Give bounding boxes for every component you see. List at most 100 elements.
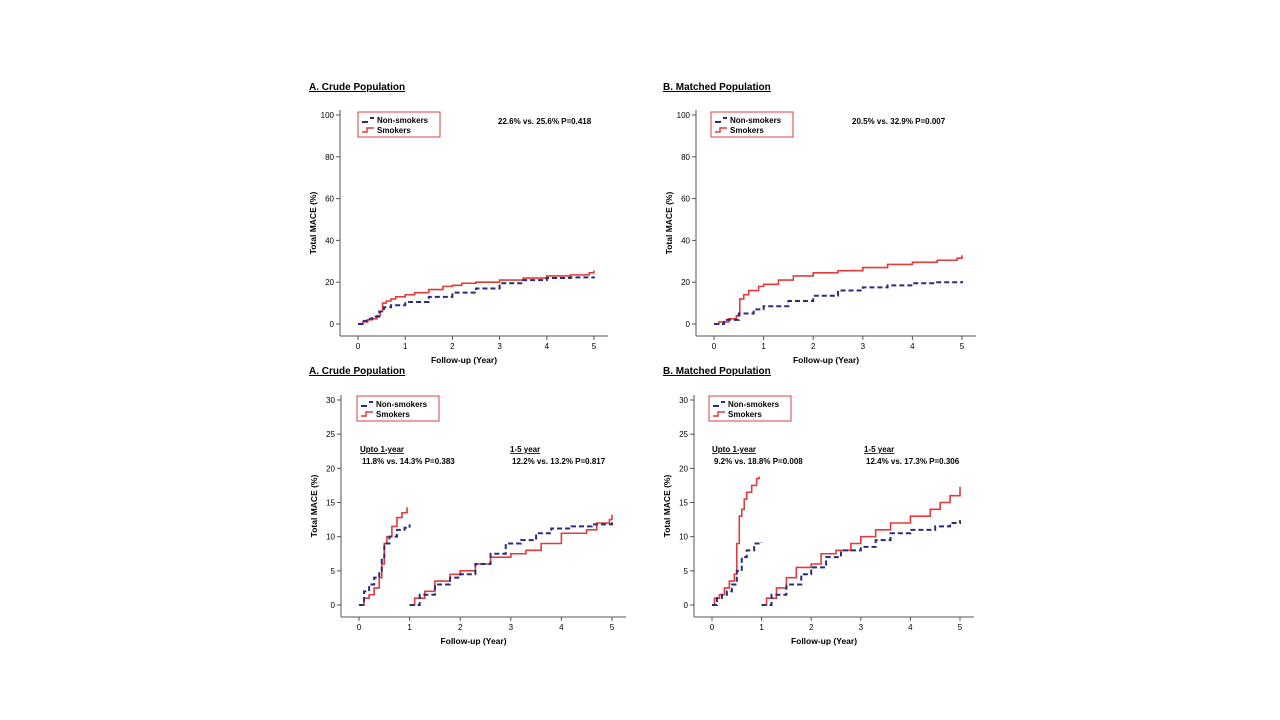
smokers-series-line: [761, 486, 961, 606]
x-tick-label: 4: [910, 342, 915, 351]
y-tick-label: 15: [679, 499, 688, 508]
non-smokers-series-line: [714, 281, 963, 325]
x-tick-label: 1: [761, 342, 766, 351]
x-tick-label: 2: [450, 342, 455, 351]
x-tick-label: 2: [811, 342, 816, 351]
stat-heading: Upto 1-year: [712, 445, 756, 454]
x-axis-label: Follow-up (Year): [440, 636, 506, 646]
smokers-series-line: [712, 476, 760, 606]
stat-annotation: 11.8% vs. 14.3% P=0.383: [362, 457, 455, 466]
stat-annotation: 12.2% vs. 13.2% P=0.817: [512, 457, 606, 466]
y-tick-label: 30: [326, 396, 335, 405]
y-tick-label: 80: [681, 153, 690, 162]
non-smokers-series-line: [409, 521, 613, 606]
panel-title: B. Matched Population: [663, 82, 771, 93]
legend-label: Smokers: [377, 126, 411, 135]
chart-panel-2: B. Matched Population 0 20 40 60 80 100 0 1 2 3 4 5 F…: [663, 82, 976, 365]
non-smokers-series-line: [761, 520, 961, 606]
x-tick-label: 1: [759, 623, 764, 632]
stat-annotation: 20.5% vs. 32.9% P=0.007: [852, 117, 946, 126]
y-tick-label: 100: [677, 111, 691, 120]
y-tick-label: 60: [325, 195, 334, 204]
stat-annotation: 12.4% vs. 17.3% P=0.306: [866, 457, 960, 466]
legend-swatch: [362, 127, 374, 133]
y-tick-label: 0: [331, 601, 336, 610]
legend-label: Smokers: [376, 410, 410, 419]
stat-heading: 1-5 year: [510, 445, 540, 454]
x-tick-label: 1: [407, 623, 412, 632]
y-tick-label: 5: [331, 567, 336, 576]
y-tick-label: 80: [325, 153, 334, 162]
stat-heading: 1-5 year: [864, 445, 894, 454]
legend-label: Non-smokers: [376, 400, 428, 409]
x-tick-label: 3: [861, 342, 866, 351]
y-tick-label: 20: [681, 278, 690, 287]
legend-swatch: [362, 117, 374, 123]
x-tick-label: 3: [497, 342, 502, 351]
legend-swatch: [713, 401, 725, 407]
stat-annotation: 22.6% vs. 25.6% P=0.418: [498, 117, 592, 126]
y-tick-label: 20: [679, 464, 688, 473]
legend-swatch: [713, 411, 725, 417]
x-tick-label: 2: [809, 623, 814, 632]
y-tick-label: 60: [681, 195, 690, 204]
x-tick-label: 3: [859, 623, 864, 632]
panel-title: A. Crude Population: [309, 82, 405, 93]
x-axis-label: Follow-up (Year): [793, 355, 859, 365]
x-tick-label: 5: [592, 342, 597, 351]
panel-title: B. Matched Population: [663, 366, 771, 377]
x-tick-label: 2: [458, 623, 463, 632]
chart-panel-4: B. Matched Population 0 5 10 15 20 25 30 0 1 2 3 4 5 F…: [662, 366, 974, 646]
y-tick-label: 0: [684, 601, 689, 610]
legend-swatch: [361, 411, 373, 417]
y-tick-label: 0: [330, 320, 335, 329]
y-tick-label: 15: [326, 499, 335, 508]
x-tick-label: 3: [509, 623, 514, 632]
y-tick-label: 40: [681, 236, 690, 245]
x-tick-label: 5: [610, 623, 615, 632]
x-tick-label: 5: [958, 623, 963, 632]
y-tick-label: 100: [321, 111, 335, 120]
x-tick-label: 4: [545, 342, 550, 351]
y-tick-label: 10: [679, 533, 688, 542]
y-tick-label: 0: [686, 320, 691, 329]
y-axis-label: Total MACE (%): [309, 475, 319, 538]
chart-panel-3: A. Crude Population 0 5 10 15 20 25 30 0 1 2 3 4 5 Fol…: [309, 366, 626, 646]
stat-annotation: 9.2% vs. 18.8% P=0.008: [714, 457, 803, 466]
legend-label: Smokers: [730, 126, 764, 135]
legend-box: [357, 111, 441, 138]
y-tick-label: 25: [326, 430, 335, 439]
x-tick-label: 0: [356, 342, 361, 351]
x-tick-label: 0: [357, 623, 362, 632]
y-tick-label: 20: [325, 278, 334, 287]
legend-box: [708, 395, 792, 422]
y-tick-label: 40: [325, 236, 334, 245]
x-tick-label: 4: [908, 623, 913, 632]
x-axis-label: Follow-up (Year): [791, 636, 857, 646]
y-axis-label: Total MACE (%): [664, 192, 674, 255]
legend-label: Non-smokers: [730, 116, 782, 125]
legend-box: [356, 395, 440, 422]
y-tick-label: 10: [326, 533, 335, 542]
legend-swatch: [715, 117, 727, 123]
non-smokers-series-line: [359, 524, 411, 606]
smokers-series-line: [714, 255, 963, 325]
legend-label: Smokers: [728, 410, 762, 419]
y-tick-label: 30: [679, 396, 688, 405]
smokers-series-line: [358, 270, 595, 325]
legend-label: Non-smokers: [728, 400, 780, 409]
legend-swatch: [361, 401, 373, 407]
y-tick-label: 25: [679, 430, 688, 439]
x-tick-label: 0: [712, 342, 717, 351]
x-tick-label: 4: [559, 623, 564, 632]
smokers-series-line: [409, 514, 613, 606]
y-tick-label: 5: [684, 567, 689, 576]
y-axis-label: Total MACE (%): [308, 192, 318, 255]
y-axis-label: Total MACE (%): [662, 475, 672, 538]
non-smokers-series-line: [712, 542, 763, 606]
non-smokers-series-line: [358, 276, 595, 325]
panel-title: A. Crude Population: [309, 366, 405, 377]
legend-label: Non-smokers: [377, 116, 429, 125]
x-tick-label: 0: [710, 623, 715, 632]
